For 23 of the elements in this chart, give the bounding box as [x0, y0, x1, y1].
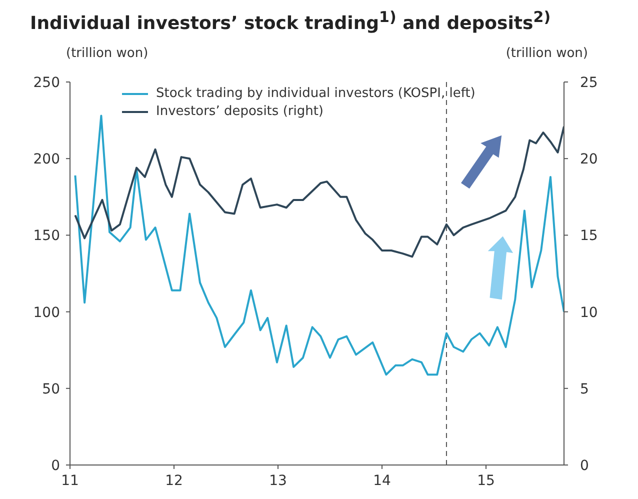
- y-tick-label: 150: [33, 228, 60, 244]
- legend-label: Investors’ deposits (right): [156, 104, 324, 119]
- y2-tick-label: 0: [580, 458, 589, 474]
- y-tick-label: 0: [51, 458, 60, 474]
- x-tick-label: 13: [269, 472, 287, 489]
- y2-tick-label: 20: [580, 152, 598, 168]
- y2-tick-label: 10: [580, 304, 598, 321]
- y-tick-label: 50: [42, 381, 60, 398]
- y-axis-title: (trillion won): [66, 46, 148, 61]
- y2-tick-label: 25: [580, 74, 598, 91]
- legend-label: Stock trading by individual investors (KOSPI, left): [156, 86, 476, 101]
- line-series: [74, 125, 564, 258]
- y-tick-label: 250: [33, 74, 60, 91]
- y2-axis-title: (trillion won): [506, 46, 588, 61]
- x-tick-label: 12: [165, 472, 183, 489]
- y-tick-label: 100: [33, 304, 60, 321]
- y2-tick-label: 5: [580, 381, 589, 398]
- chart-title: Individual investors’ stock trading$^{1)}$ and deposits$^{2)}$: [30, 8, 552, 36]
- y2-tick-label: 15: [580, 228, 598, 244]
- x-tick-label: 11: [61, 472, 79, 489]
- x-tick-label: 14: [373, 472, 391, 489]
- x-tick-label: 15: [477, 472, 495, 489]
- y-tick-label: 200: [33, 152, 60, 168]
